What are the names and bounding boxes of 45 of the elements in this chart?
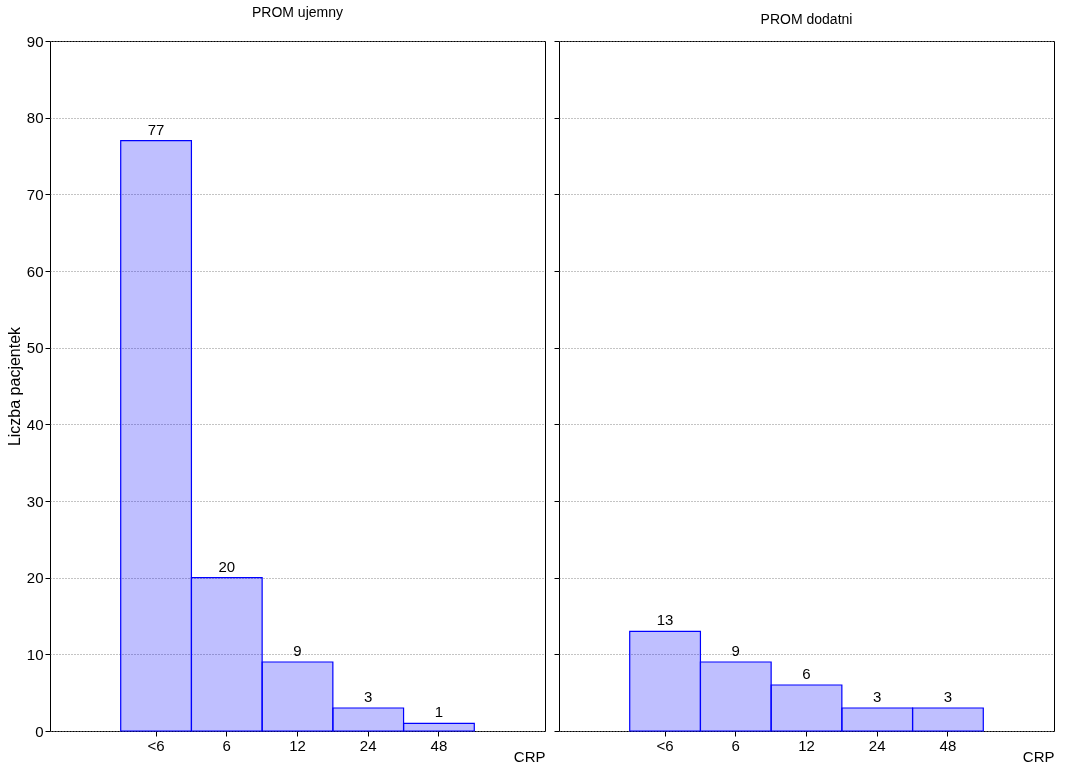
chart-title: PROM dodatni xyxy=(760,10,853,27)
y-axis-title: Liczba pacjentek xyxy=(5,325,23,447)
data-label: 20 xyxy=(218,557,236,575)
chart-title: PROM ujemny xyxy=(251,4,344,20)
bar xyxy=(402,722,475,732)
data-label: 9 xyxy=(731,642,740,659)
x-tick-label: 6 xyxy=(731,736,740,754)
x-axis-title: CRP xyxy=(1022,747,1055,765)
x-axis-title: CRP xyxy=(513,747,546,765)
y-tick-label: 70 xyxy=(26,185,44,203)
y-tick-label: 40 xyxy=(26,415,44,433)
data-label: 1 xyxy=(434,703,444,721)
x-tick-label: <6 xyxy=(147,736,165,754)
x-tick-label: 12 xyxy=(289,736,306,754)
bar xyxy=(841,707,914,732)
data-label: 6 xyxy=(802,665,811,682)
data-label: 3 xyxy=(943,688,953,705)
y-tick-label: 90 xyxy=(26,32,44,50)
data-label: 3 xyxy=(364,688,373,705)
bar xyxy=(770,684,843,732)
data-label: 9 xyxy=(293,642,302,659)
bar xyxy=(629,630,702,732)
x-tick-label: 24 xyxy=(359,736,377,754)
y-tick-label: 80 xyxy=(26,109,44,127)
x-tick-label: 48 xyxy=(939,736,957,754)
y-tick-label: 20 xyxy=(26,569,44,587)
data-label: 77 xyxy=(147,120,165,138)
data-label: 13 xyxy=(656,611,674,629)
x-tick-label: 24 xyxy=(868,736,886,754)
bar xyxy=(332,707,405,732)
y-tick-label: 30 xyxy=(26,492,44,510)
y-tick-label: 0 xyxy=(35,722,44,740)
bar xyxy=(911,707,984,732)
y-tick-label: 50 xyxy=(26,339,44,357)
bar xyxy=(120,140,193,732)
bar xyxy=(261,661,334,732)
x-tick-label: <6 xyxy=(656,736,674,754)
y-tick-label: 10 xyxy=(26,645,44,663)
x-tick-label: 48 xyxy=(430,736,448,754)
bar xyxy=(699,661,772,732)
x-tick-label: 12 xyxy=(798,736,815,754)
x-tick-label: 6 xyxy=(222,736,231,754)
y-tick-label: 60 xyxy=(26,262,44,280)
bar xyxy=(190,577,263,732)
data-label: 3 xyxy=(873,688,882,705)
